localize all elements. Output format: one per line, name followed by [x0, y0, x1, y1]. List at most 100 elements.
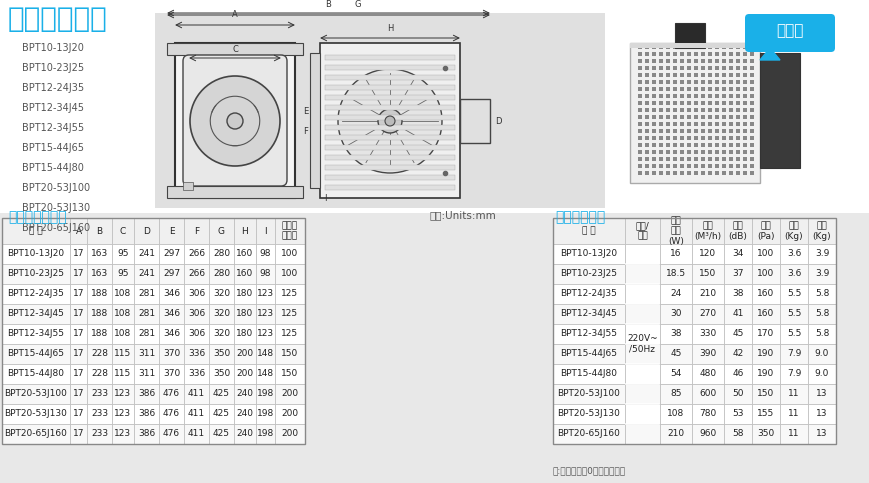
Bar [624, 364, 660, 384]
Text: F: F [194, 227, 199, 236]
Bar [728, 122, 733, 126]
Bar [707, 80, 711, 84]
Bar [735, 164, 740, 168]
Bar [2, 218, 70, 244]
Text: BPT12-34J55: BPT12-34J55 [560, 329, 617, 339]
Text: H: H [242, 227, 248, 236]
Bar [658, 52, 662, 56]
Circle shape [377, 109, 401, 133]
Text: 38: 38 [732, 289, 743, 298]
Bar [644, 73, 648, 77]
Bar [721, 164, 725, 168]
Text: 108: 108 [667, 410, 684, 418]
Text: 外型及部件尺寸: 外型及部件尺寸 [8, 210, 67, 224]
Bar [553, 264, 624, 284]
Bar [112, 404, 134, 424]
Text: 386: 386 [137, 389, 155, 398]
Bar [255, 284, 275, 304]
Bar [658, 45, 662, 49]
Bar [637, 101, 641, 105]
Bar [693, 80, 697, 84]
Bar [637, 108, 641, 112]
Bar [651, 171, 655, 175]
Text: 281: 281 [138, 289, 155, 298]
Text: 386: 386 [137, 429, 155, 439]
Text: D: D [143, 227, 149, 236]
Bar [553, 344, 624, 364]
Bar [807, 304, 835, 324]
Bar [637, 94, 641, 98]
Text: 270: 270 [699, 310, 716, 318]
Bar [693, 129, 697, 133]
Bar [749, 73, 753, 77]
Text: 123: 123 [256, 329, 274, 339]
Bar [693, 164, 697, 168]
Bar [666, 122, 669, 126]
Bar [779, 324, 807, 344]
Bar [644, 87, 648, 91]
Text: 38: 38 [669, 329, 681, 339]
Text: 150: 150 [281, 350, 298, 358]
Bar [728, 136, 733, 140]
Bar [680, 108, 683, 112]
Text: 17: 17 [73, 350, 84, 358]
Bar [255, 404, 275, 424]
Bar [651, 45, 655, 49]
Text: 150: 150 [281, 369, 298, 379]
Text: 160: 160 [236, 270, 254, 279]
Bar [735, 143, 740, 147]
Bar [687, 59, 690, 63]
Text: 241: 241 [138, 250, 155, 258]
Bar [660, 364, 691, 384]
Text: 200: 200 [236, 350, 253, 358]
Bar [687, 45, 690, 49]
Bar [666, 171, 669, 175]
Text: 200: 200 [236, 369, 253, 379]
Bar [673, 164, 676, 168]
Bar [742, 73, 746, 77]
Bar [700, 80, 704, 84]
Bar [209, 404, 234, 424]
Bar [159, 324, 183, 344]
Text: 233: 233 [91, 389, 108, 398]
Bar [159, 264, 183, 284]
Bar [651, 157, 655, 161]
Bar [742, 157, 746, 161]
Bar [674, 23, 704, 48]
Text: 17: 17 [73, 429, 84, 439]
Bar [0, 0, 869, 213]
Bar [644, 59, 648, 63]
Bar [680, 164, 683, 168]
Bar [624, 424, 660, 444]
Bar [651, 115, 655, 119]
Bar [70, 284, 87, 304]
Bar [658, 129, 662, 133]
Text: 240: 240 [236, 389, 253, 398]
Text: 120: 120 [699, 250, 716, 258]
Bar [134, 218, 159, 244]
Text: 390: 390 [699, 350, 716, 358]
Bar [742, 52, 746, 56]
Bar [255, 384, 275, 404]
Bar [666, 164, 669, 168]
Bar [2, 404, 70, 424]
Text: 411: 411 [188, 410, 205, 418]
Text: 198: 198 [256, 389, 274, 398]
Bar [159, 304, 183, 324]
Bar [721, 94, 725, 98]
Bar [134, 404, 159, 424]
Bar [707, 150, 711, 154]
Bar [680, 129, 683, 133]
Bar [714, 45, 718, 49]
Bar [624, 404, 660, 424]
Bar [673, 94, 676, 98]
Bar [87, 364, 112, 384]
Bar [666, 80, 669, 84]
Bar [742, 143, 746, 147]
Text: 148: 148 [256, 350, 274, 358]
Bar [553, 304, 624, 324]
Bar [735, 136, 740, 140]
Bar [673, 143, 676, 147]
Bar [691, 344, 723, 364]
Bar [209, 384, 234, 404]
